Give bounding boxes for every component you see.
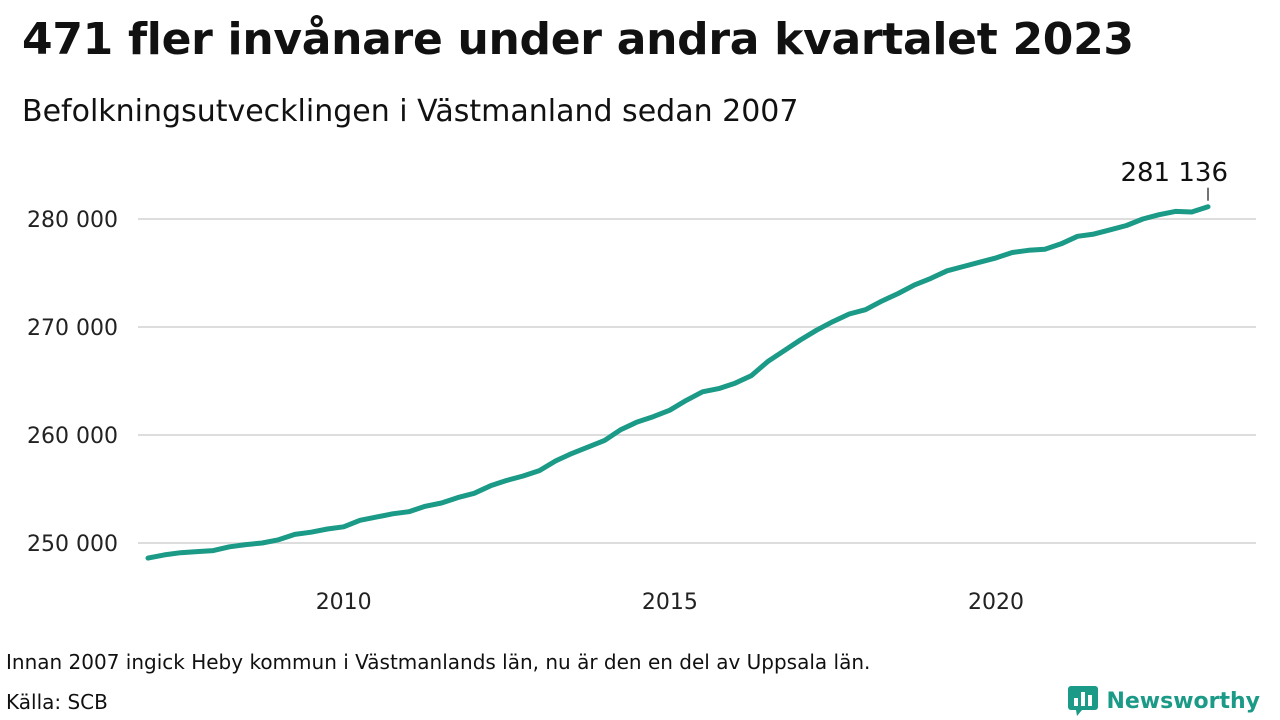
newsworthy-logo: Newsworthy bbox=[1068, 686, 1260, 716]
x-tick-label: 2020 bbox=[968, 590, 1024, 615]
y-tick-label: 260 000 bbox=[27, 424, 118, 449]
page-subtitle: Befolkningsutvecklingen i Västmanland se… bbox=[22, 94, 799, 129]
page-title: 471 fler invånare under andra kvartalet … bbox=[22, 14, 1134, 65]
brand-name: Newsworthy bbox=[1106, 688, 1260, 714]
population-series-line bbox=[145, 204, 1211, 561]
end-value-label: 281 136 bbox=[1120, 158, 1228, 188]
bar-chart-logo-icon bbox=[1068, 686, 1099, 716]
x-tick-label: 2010 bbox=[316, 590, 372, 615]
x-tick-label: 2015 bbox=[642, 590, 698, 615]
footnote: Innan 2007 ingick Heby kommun i Västmanl… bbox=[6, 650, 871, 674]
y-tick-label: 280 000 bbox=[27, 208, 118, 233]
source-credit: Källa: SCB bbox=[6, 690, 108, 714]
y-tick-label: 270 000 bbox=[27, 316, 118, 341]
y-tick-label: 250 000 bbox=[27, 532, 118, 557]
